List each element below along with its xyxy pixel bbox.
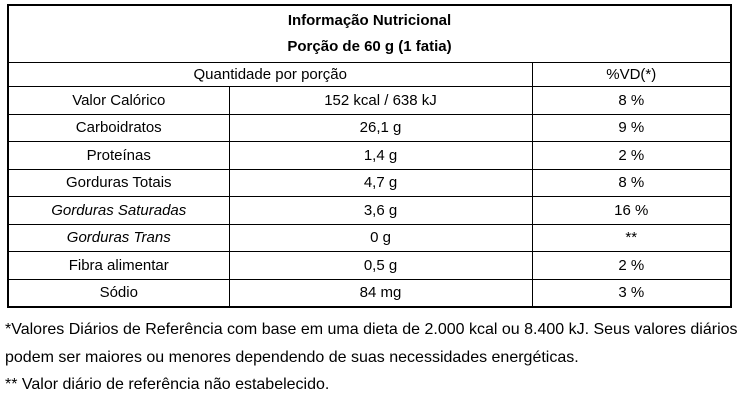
- nutrient-name-cell: Gorduras Totais: [7, 168, 230, 197]
- dv-column-header: %VD(*): [531, 62, 732, 87]
- table-row: Fibra alimentar 0,5 g 2 %: [7, 251, 732, 280]
- nutrition-table: Informação Nutricional Porção de 60 g (1…: [7, 4, 732, 308]
- table-title: Informação Nutricional: [287, 12, 452, 29]
- table-row: Gorduras Totais 4,7 g 8 %: [7, 168, 732, 197]
- quantity-cell: 26,1 g: [228, 113, 533, 142]
- dv-cell: 16 %: [531, 196, 732, 225]
- footnote-not-established: ** Valor diário de referência não estabe…: [5, 376, 330, 393]
- quantity-cell: 3,6 g: [228, 196, 533, 225]
- dv-cell: 8 %: [531, 168, 732, 197]
- quantity-cell: 0 g: [228, 223, 533, 252]
- nutrient-name-cell: Sódio: [7, 278, 230, 308]
- nutrient-name-cell: Carboidratos: [7, 113, 230, 142]
- nutrient-name-cell: Proteínas: [7, 141, 230, 170]
- table-row: Carboidratos 26,1 g 9 %: [7, 113, 732, 142]
- table-row: Gorduras Saturadas 3,6 g 16 %: [7, 196, 732, 225]
- footnote-daily-values: *Valores Diários de Referência com base …: [5, 321, 738, 366]
- dv-cell: **: [531, 223, 732, 252]
- dv-cell: 3 %: [531, 278, 732, 308]
- nutrient-name-cell: Valor Calórico: [7, 86, 230, 115]
- dv-cell: 2 %: [531, 251, 732, 280]
- column-header-row: Quantidade por porção %VD(*): [7, 62, 732, 87]
- quantity-cell: 84 mg: [228, 278, 533, 308]
- quantity-cell: 152 kcal / 638 kJ: [228, 86, 533, 115]
- quantity-cell: 0,5 g: [228, 251, 533, 280]
- table-row: Sódio 84 mg 3 %: [7, 278, 732, 308]
- quantity-cell: 4,7 g: [228, 168, 533, 197]
- quantity-cell: 1,4 g: [228, 141, 533, 170]
- nutrient-name-cell: Fibra alimentar: [7, 251, 230, 280]
- quantity-column-header: Quantidade por porção: [7, 62, 533, 87]
- table-row: Proteínas 1,4 g 2 %: [7, 141, 732, 170]
- serving-size: Porção de 60 g (1 fatia): [287, 38, 452, 55]
- nutrition-table-head: Informação Nutricional Porção de 60 g (1…: [7, 4, 732, 87]
- table-title-cell: Informação Nutricional Porção de 60 g (1…: [7, 4, 732, 63]
- table-row: Gorduras Trans 0 g **: [7, 223, 732, 252]
- nutrient-name-cell: Gorduras Saturadas: [7, 196, 230, 225]
- dv-cell: 2 %: [531, 141, 732, 170]
- title-row: Informação Nutricional Porção de 60 g (1…: [7, 4, 732, 63]
- dv-cell: 9 %: [531, 113, 732, 142]
- nutrient-name-cell: Gorduras Trans: [7, 223, 230, 252]
- nutrition-table-body: Valor Calórico 152 kcal / 638 kJ 8 % Car…: [7, 86, 732, 308]
- footnotes: *Valores Diários de Referência com base …: [5, 316, 738, 399]
- table-row: Valor Calórico 152 kcal / 638 kJ 8 %: [7, 86, 732, 115]
- dv-cell: 8 %: [531, 86, 732, 115]
